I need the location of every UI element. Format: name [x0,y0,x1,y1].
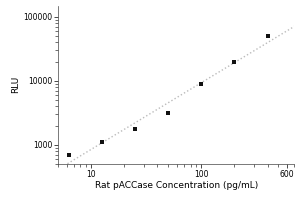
Point [133,127,137,130]
X-axis label: Rat pACCase Concentration (pg/mL): Rat pACCase Concentration (pg/mL) [94,181,258,190]
Point [166,111,171,114]
Point [232,60,237,63]
Point [199,82,204,85]
Y-axis label: RLU: RLU [12,76,21,93]
Point [99,141,104,144]
Point [265,34,270,38]
Point [66,153,71,156]
